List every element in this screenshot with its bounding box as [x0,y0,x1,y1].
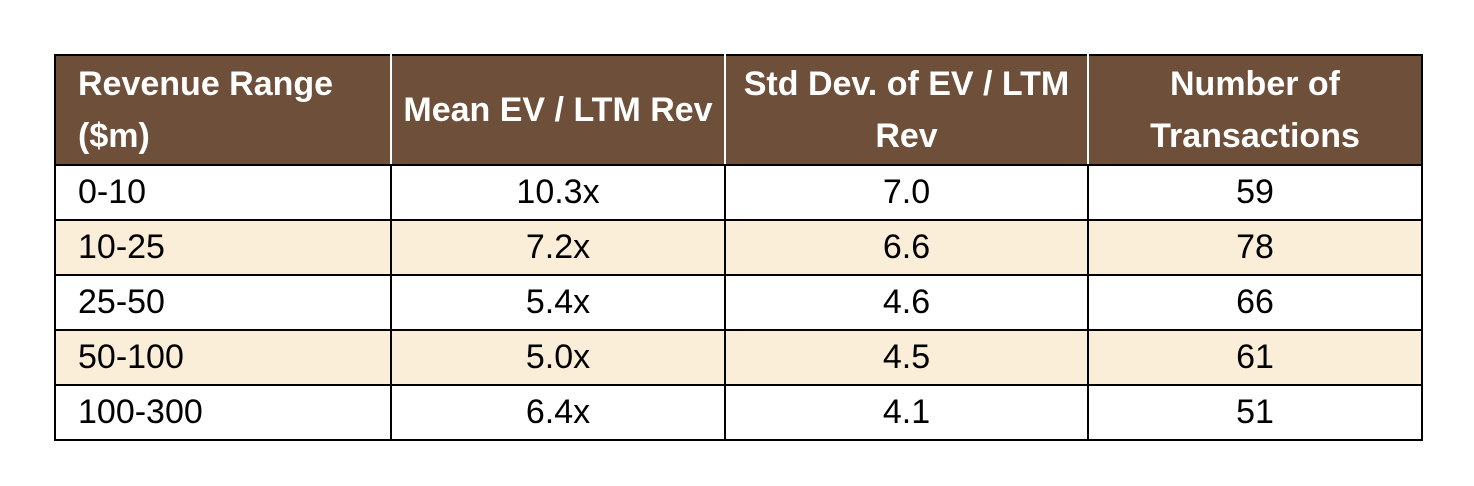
header-row: Revenue Range ($m) Mean EV / LTM Rev Std… [54,54,1423,166]
cell-mean-ev-ltm-rev: 5.0x [390,329,726,386]
cell-mean-ev-ltm-rev: 5.4x [390,274,726,331]
table-header: Revenue Range ($m) Mean EV / LTM Rev Std… [54,54,1423,166]
cell-revenue-range: 0-10 [54,164,392,221]
table-row: 0-10 10.3x 7.0 59 [54,164,1423,221]
cell-revenue-range: 25-50 [54,274,392,331]
cell-transactions: 66 [1087,274,1423,331]
cell-revenue-range: 10-25 [54,219,392,276]
table-body: 0-10 10.3x 7.0 59 10-25 7.2x 6.6 78 25-5… [54,164,1423,441]
cell-std-dev: 7.0 [724,164,1089,221]
cell-transactions: 61 [1087,329,1423,386]
cell-revenue-range: 100-300 [54,384,392,441]
table-row: 100-300 6.4x 4.1 51 [54,384,1423,441]
header-revenue-range: Revenue Range ($m) [54,54,392,166]
header-std-dev-ev-ltm-rev: Std Dev. of EV / LTM Rev [724,54,1089,166]
cell-mean-ev-ltm-rev: 10.3x [390,164,726,221]
cell-mean-ev-ltm-rev: 6.4x [390,384,726,441]
cell-transactions: 59 [1087,164,1423,221]
table-row: 50-100 5.0x 4.5 61 [54,329,1423,386]
table-row: 10-25 7.2x 6.6 78 [54,219,1423,276]
header-mean-ev-ltm-rev: Mean EV / LTM Rev [390,54,726,166]
cell-std-dev: 6.6 [724,219,1089,276]
cell-transactions: 51 [1087,384,1423,441]
cell-std-dev: 4.6 [724,274,1089,331]
cell-revenue-range: 50-100 [54,329,392,386]
valuation-table: Revenue Range ($m) Mean EV / LTM Rev Std… [54,54,1423,441]
table-row: 25-50 5.4x 4.6 66 [54,274,1423,331]
valuation-table-container: Revenue Range ($m) Mean EV / LTM Rev Std… [54,54,1423,441]
cell-transactions: 78 [1087,219,1423,276]
cell-mean-ev-ltm-rev: 7.2x [390,219,726,276]
header-number-of-transactions: Number of Transactions [1087,54,1423,166]
cell-std-dev: 4.5 [724,329,1089,386]
cell-std-dev: 4.1 [724,384,1089,441]
